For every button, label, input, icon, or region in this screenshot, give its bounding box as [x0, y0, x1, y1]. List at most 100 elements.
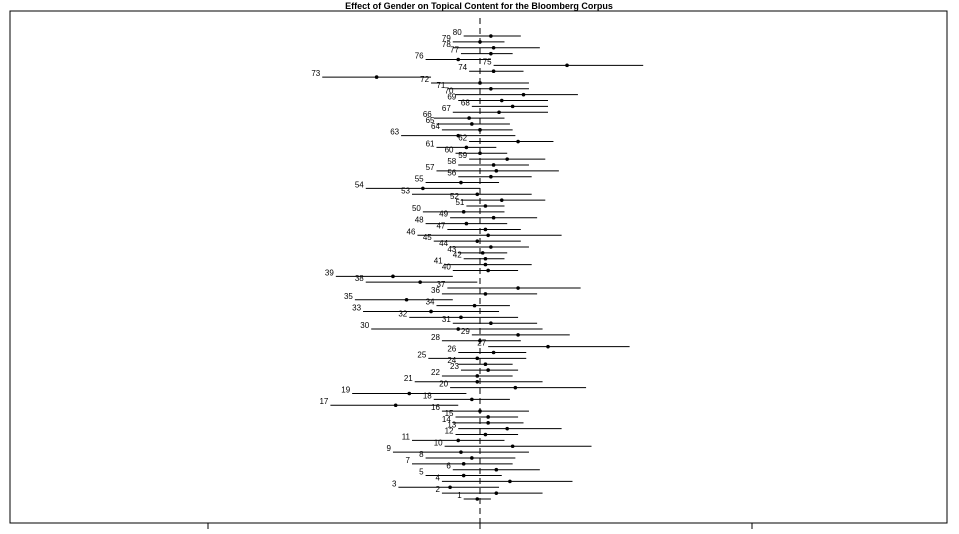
topic-row: 75 [483, 57, 644, 68]
point-estimate [483, 256, 488, 261]
topic-label: 60 [445, 145, 454, 154]
topic-row: 21 [404, 374, 543, 384]
point-estimate [521, 92, 526, 97]
topic-row: 51 [455, 198, 505, 208]
topic-label: 32 [398, 309, 407, 318]
point-estimate [516, 139, 520, 144]
topic-row: 47 [436, 221, 521, 232]
topic-label: 27 [477, 339, 486, 348]
topic-label: 57 [426, 163, 435, 172]
point-estimate [421, 186, 425, 191]
topic-label: 74 [458, 63, 467, 72]
topic-row: 55 [415, 175, 500, 185]
topic-row: 52 [450, 192, 546, 202]
topic-row: 63 [390, 128, 516, 138]
point-estimate [472, 303, 477, 308]
topic-row: 74 [458, 63, 524, 74]
point-estimate [448, 485, 452, 490]
topic-row: 37 [436, 280, 581, 290]
point-estimate [393, 403, 398, 408]
topic-label: 34 [426, 298, 435, 307]
point-estimate [489, 87, 493, 91]
topic-row: 65 [426, 116, 510, 126]
point-estimate [510, 444, 515, 449]
point-estimate [404, 297, 409, 302]
topic-label: 13 [447, 421, 456, 430]
point-estimate [461, 462, 466, 466]
topic-label: 80 [453, 28, 462, 37]
topic-label: 50 [412, 204, 421, 213]
topic-label: 59 [458, 151, 467, 160]
topic-label: 5 [419, 468, 424, 477]
topic-row: 15 [445, 409, 519, 419]
topic-row: 71 [436, 81, 529, 91]
topic-label: 58 [447, 157, 456, 166]
topic-label: 22 [431, 368, 440, 377]
point-estimate [478, 128, 482, 132]
topic-label: 4 [435, 473, 440, 482]
topic-row: 50 [412, 204, 505, 214]
topic-label: 48 [415, 216, 424, 225]
topic-row: 30 [360, 321, 543, 331]
point-estimate [491, 45, 496, 50]
topic-row: 7 [406, 456, 513, 466]
topic-label: 7 [406, 456, 411, 465]
topic-row: 70 [445, 87, 578, 97]
point-estimate [459, 450, 463, 454]
topic-row: 77 [450, 46, 513, 56]
topic-row: 49 [439, 210, 538, 220]
topic-row: 60 [445, 145, 508, 156]
topic-label: 46 [407, 227, 416, 236]
topic-row: 17 [319, 397, 459, 408]
topic-row: 18 [423, 391, 510, 402]
topic-label: 45 [423, 233, 432, 242]
topic-label: 21 [404, 374, 413, 383]
point-estimate [483, 432, 488, 437]
topic-row: 3 [392, 479, 500, 490]
point-estimate [480, 251, 485, 255]
topic-row: 19 [341, 386, 467, 396]
topic-label: 38 [355, 274, 364, 283]
point-estimate [374, 75, 379, 79]
topic-label: 40 [442, 262, 451, 271]
topic-row: 36 [431, 286, 538, 296]
topic-estimates: 1234567891011121314151617181920212223242… [311, 28, 644, 501]
topic-label: 31 [442, 315, 451, 324]
point-estimate [489, 174, 493, 179]
topic-label: 63 [390, 128, 399, 137]
topic-label: 55 [415, 175, 424, 184]
topic-row: 27 [477, 339, 630, 349]
point-estimate [456, 57, 461, 62]
point-estimate [483, 362, 488, 367]
point-estimate [478, 151, 482, 156]
point-estimate [407, 391, 412, 396]
plot-frame [9, 10, 948, 524]
topic-label: 8 [419, 450, 424, 459]
topic-row: 5 [419, 468, 502, 478]
topic-label: 23 [450, 362, 459, 371]
topic-label: 10 [434, 438, 443, 447]
point-estimate [508, 479, 512, 484]
topic-label: 62 [458, 134, 467, 143]
topic-label: 24 [447, 356, 456, 365]
topic-row: 79 [442, 34, 505, 44]
topic-label: 15 [445, 409, 454, 418]
point-estimate [478, 40, 482, 44]
point-estimate [491, 215, 496, 220]
topic-label: 44 [439, 239, 448, 248]
topic-row: 43 [447, 245, 508, 255]
point-estimate [491, 350, 496, 355]
topic-label: 75 [483, 57, 492, 66]
topic-label: 76 [415, 52, 424, 61]
point-estimate [475, 497, 480, 501]
point-estimate [486, 233, 490, 238]
topic-label: 66 [423, 110, 432, 119]
topic-row: 24 [447, 356, 513, 367]
point-estimate [456, 327, 461, 331]
topic-row: 45 [423, 233, 521, 243]
topic-row: 4 [435, 473, 573, 484]
topic-label: 78 [442, 40, 451, 49]
point-estimate [491, 163, 496, 167]
point-estimate [516, 286, 520, 290]
